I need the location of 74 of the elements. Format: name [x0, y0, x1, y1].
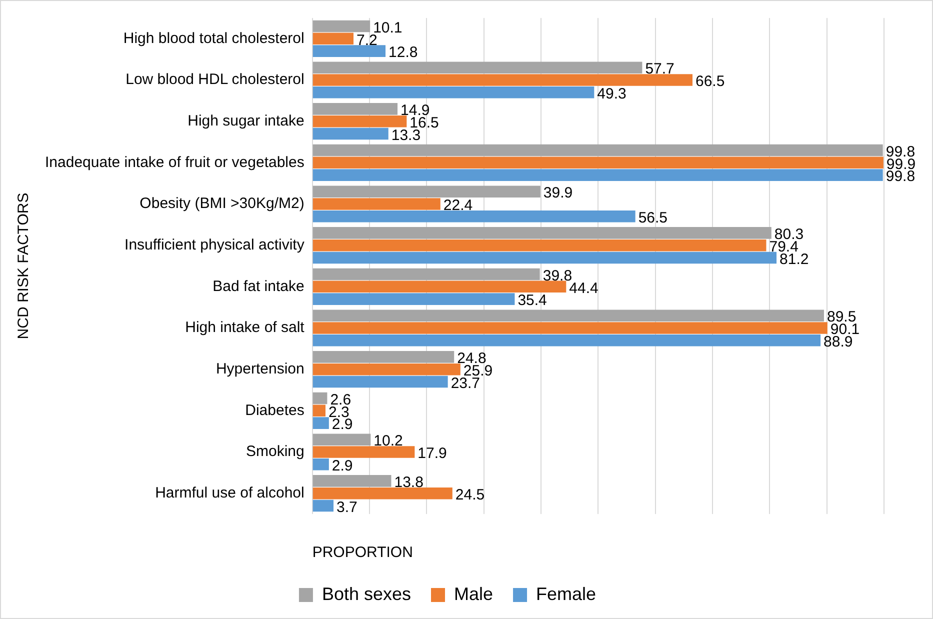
- data-label: 2.9: [332, 458, 353, 475]
- bar: [312, 363, 460, 376]
- bar: [312, 404, 326, 417]
- bar: [312, 103, 398, 115]
- y-tick-label: Diabetes: [245, 402, 304, 419]
- bar: [312, 417, 329, 429]
- bar: [312, 351, 454, 363]
- data-label: 56.5: [638, 210, 668, 227]
- bar: [312, 115, 407, 128]
- y-tick-label: High sugar intake: [188, 112, 304, 130]
- data-label: 81.2: [780, 250, 809, 268]
- bar: [312, 186, 540, 198]
- bar: [312, 310, 824, 322]
- bar: [312, 475, 392, 487]
- bar: [312, 376, 448, 388]
- data-label: 99.8: [886, 168, 916, 186]
- y-tick-label: High blood total cholesterol: [123, 30, 304, 47]
- y-tick-label: Obesity (BMI >30Kg/M2): [140, 195, 304, 212]
- y-tick-label: Smoking: [246, 443, 304, 460]
- bar: [312, 487, 452, 500]
- bar: [312, 45, 386, 57]
- bar: [312, 144, 883, 156]
- bar: [312, 74, 692, 86]
- bar: [312, 86, 594, 98]
- bar: [312, 280, 566, 293]
- data-label: 17.9: [418, 445, 447, 462]
- y-tick-label: Bad fat intake: [212, 278, 304, 295]
- y-axis-title: NCD RISK FACTORS: [15, 192, 32, 340]
- legend-label: Both sexes: [322, 584, 412, 604]
- bar: [312, 239, 766, 252]
- bar: [312, 227, 772, 239]
- bar: [312, 210, 636, 222]
- bar: [312, 434, 371, 446]
- data-label: 88.9: [824, 334, 853, 351]
- bar: [312, 458, 329, 470]
- bar: [312, 62, 642, 74]
- bar: [312, 156, 884, 169]
- bar: [312, 268, 540, 280]
- data-label: 13.8: [394, 474, 424, 492]
- y-tick-label: Hypertension: [216, 360, 304, 378]
- data-label: 13.3: [391, 126, 421, 144]
- bar: [312, 32, 354, 45]
- bar: [312, 392, 328, 404]
- bar: [312, 198, 440, 210]
- y-tick-label: Low blood HDL cholesterol: [126, 71, 304, 88]
- x-axis-title: PROPORTION: [312, 544, 413, 562]
- bar: [312, 446, 415, 458]
- data-label: 12.8: [388, 44, 418, 62]
- legend-label: Female: [536, 584, 596, 604]
- data-label: 23.7: [450, 374, 480, 392]
- data-label: 22.4: [443, 197, 473, 214]
- data-label: 57.7: [645, 60, 674, 78]
- bar: [312, 334, 821, 346]
- bar: [312, 293, 515, 305]
- y-tick-label: Inadequate intake of fruit or vegetables: [45, 154, 304, 171]
- y-tick-label: Insufficient physical activity: [124, 236, 305, 254]
- bar: [312, 169, 883, 181]
- legend-label: Male: [454, 584, 494, 604]
- data-label: 35.4: [518, 292, 547, 310]
- bar: [312, 128, 388, 140]
- bar: [312, 20, 370, 32]
- data-label: 66.5: [695, 73, 725, 90]
- data-label: 24.5: [455, 486, 485, 504]
- bar: [312, 322, 828, 334]
- bar: [312, 500, 334, 512]
- data-label: 39.9: [543, 184, 573, 202]
- data-label: 2.9: [332, 416, 353, 434]
- bar: [312, 252, 777, 264]
- data-label: 3.7: [336, 498, 358, 516]
- data-label: 7.2: [356, 32, 378, 49]
- data-label: 10.2: [374, 432, 403, 450]
- y-tick-label: High intake of salt: [185, 319, 306, 336]
- y-tick-label: Harmful use of alcohol: [155, 484, 304, 502]
- data-label: 49.3: [597, 86, 626, 103]
